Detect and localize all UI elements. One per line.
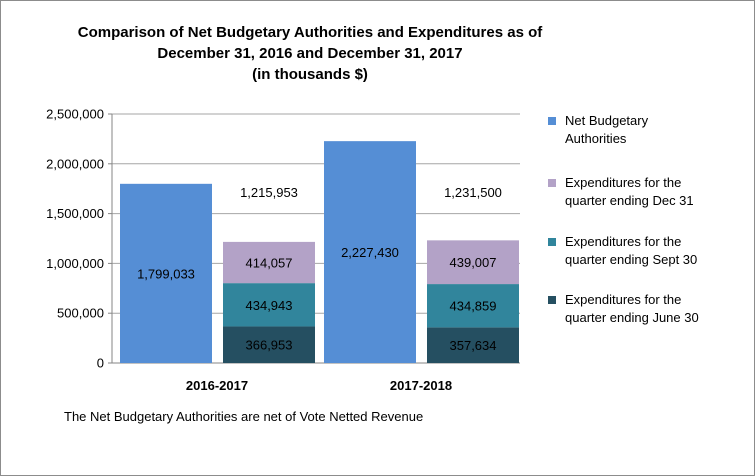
chart-title: Comparison of Net Budgetary Authorities … <box>20 22 600 85</box>
legend-swatch <box>548 117 556 125</box>
data-label: 414,057 <box>246 256 293 271</box>
legend-swatch <box>548 296 556 304</box>
legend-label: Expenditures for the quarter ending Dec … <box>565 175 694 208</box>
data-label: 434,943 <box>246 298 293 313</box>
stack-total-label: 1,231,500 <box>444 185 502 200</box>
legend-label: Net Budgetary Authorities <box>565 113 649 146</box>
data-label: 1,799,033 <box>137 266 195 281</box>
y-tick-label: 1,500,000 <box>46 206 104 221</box>
y-tick-label: 1,000,000 <box>46 256 104 271</box>
x-category-label: 2017-2018 <box>390 378 452 393</box>
legend-label: Expenditures for the quarter ending Sept… <box>565 234 698 267</box>
bar-expenditures-june-30 <box>427 327 519 363</box>
bar-expenditures-sept-30 <box>223 283 315 327</box>
bar-net-budgetary-authorities <box>324 141 416 363</box>
legend-swatch <box>548 179 556 187</box>
bar-expenditures-sept-30 <box>427 284 519 328</box>
y-tick-label: 2,000,000 <box>46 156 104 171</box>
chart-title-line-2: December 31, 2016 and December 31, 2017 <box>157 45 463 62</box>
data-label: 2,227,430 <box>341 245 399 260</box>
data-label: 439,007 <box>450 255 497 270</box>
data-label: 366,953 <box>246 338 293 353</box>
chart-title-line-3: (in thousands $) <box>252 66 368 83</box>
bar-expenditures-dec-31 <box>223 241 315 284</box>
x-category-label: 2016-2017 <box>186 378 248 393</box>
legend-swatch <box>548 238 556 246</box>
legend-label: Expenditures for the quarter ending June… <box>565 292 699 325</box>
bar-net-budgetary-authorities <box>120 183 212 363</box>
y-tick-label: 0 <box>97 356 104 371</box>
bar-expenditures-dec-31 <box>427 240 519 285</box>
footnote: The Net Budgetary Authorities are net of… <box>64 409 424 424</box>
data-label: 434,859 <box>450 299 497 314</box>
y-tick-label: 500,000 <box>57 306 104 321</box>
chart-title-line-1: Comparison of Net Budgetary Authorities … <box>77 24 543 41</box>
bar-expenditures-june-30 <box>223 326 315 363</box>
y-tick-label: 2,500,000 <box>46 107 104 122</box>
data-label: 357,634 <box>450 338 497 353</box>
stack-total-label: 1,215,953 <box>240 185 298 200</box>
